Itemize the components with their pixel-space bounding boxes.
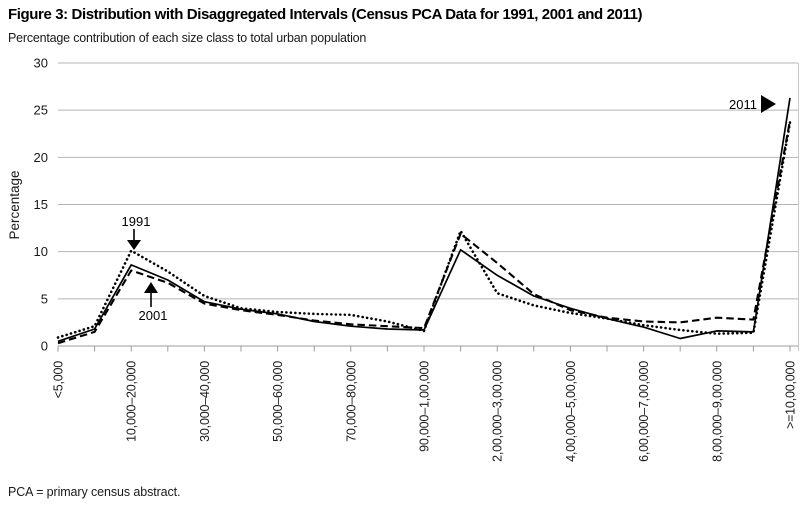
x-axis-label: >=10,00,000: [784, 361, 798, 429]
series-line-1991: [56, 121, 792, 339]
x-axis-label: 4,00,000–5,00,000: [564, 361, 578, 462]
x-axis-labels: <5,000 10,000–20,000 30,000–40,000 50,000–6…: [52, 361, 798, 462]
x-axis-label: 50,000–60,000: [271, 361, 285, 442]
gridlines: [58, 62, 798, 347]
x-axis-label: 70,000–80,000: [344, 361, 358, 442]
x-axis-label: <5,000: [52, 361, 66, 399]
y-tick-label: 0: [41, 339, 48, 354]
arrow-up-icon: [144, 282, 158, 293]
figure-title: Figure 3: Distribution with Disaggregate…: [8, 6, 643, 23]
annotations: 1991 2001 2011: [122, 95, 776, 323]
x-axis-label: 30,000–40,000: [198, 361, 212, 442]
footnote: PCA = primary census abstract.: [8, 485, 181, 499]
series-line-2011: [57, 97, 791, 343]
annotation-label: 1991: [122, 214, 151, 229]
x-axis-label: 6,00,000–7,00,000: [637, 361, 651, 462]
y-tick-label: 15: [34, 197, 48, 212]
y-tick-label: 5: [41, 291, 48, 306]
y-axis-title: Percentage: [7, 170, 22, 239]
figure-subtitle: Percentage contribution of each size cla…: [8, 31, 367, 45]
arrow-down-icon: [127, 240, 141, 250]
x-axis-label: 2,00,000–3,00,000: [491, 361, 505, 462]
y-tick-label: 20: [34, 150, 48, 165]
x-axis-ticks: [57, 346, 791, 352]
annotation-label: 2001: [139, 308, 168, 323]
y-tick-label: 25: [34, 103, 48, 118]
y-axis-labels: 0 5 10 15 20 25 30: [34, 56, 48, 354]
series-line-2001: [57, 120, 792, 345]
y-tick-label: 10: [34, 244, 48, 259]
x-axis-label: 8,00,000–9,00,000: [710, 361, 724, 462]
x-axis-label: 10,000–20,000: [125, 361, 139, 442]
y-tick-label: 30: [34, 56, 48, 71]
arrow-right-icon: [761, 95, 776, 113]
annotation-label: 2011: [729, 97, 757, 112]
x-axis-label: 90,000–1,00,000: [418, 361, 432, 452]
